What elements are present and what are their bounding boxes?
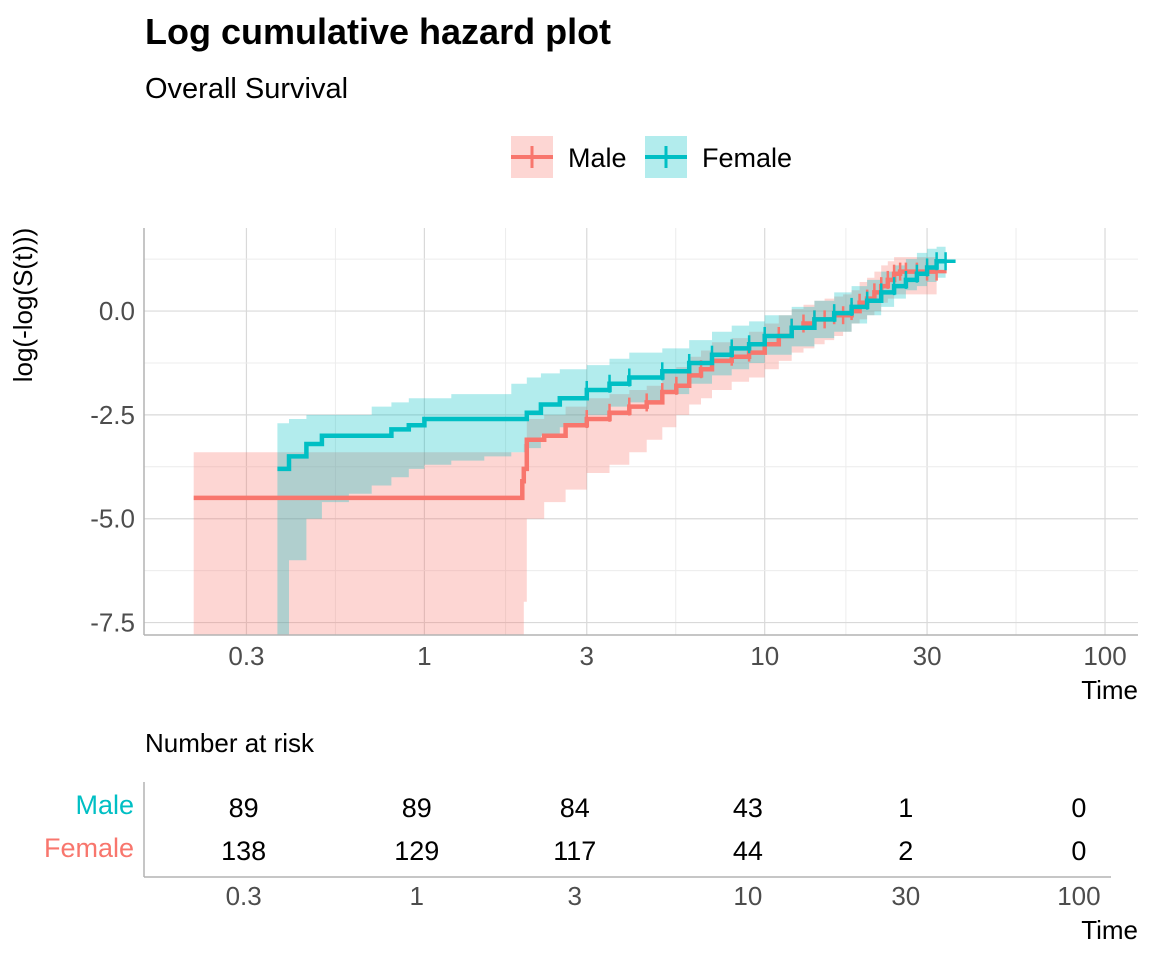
risk-x-tick-label: 100	[1057, 881, 1100, 911]
risk-value-female: 2	[898, 836, 913, 866]
x-tick-label: 1	[417, 641, 431, 671]
x-tick-labels: 0.3 1 3 10 30 100	[228, 641, 1126, 671]
legend-label-female: Female	[702, 143, 792, 173]
x-tick-label: 3	[580, 641, 594, 671]
risk-x-tick-label: 1	[410, 881, 424, 911]
legend: Male Female	[511, 136, 792, 178]
risk-value-female: 0	[1071, 836, 1086, 866]
y-tick-label: 0.0	[99, 296, 135, 326]
risk-value-male: 1	[898, 793, 913, 823]
y-tick-label: -7.5	[90, 608, 135, 638]
risk-x-tick-labels: 0.3 1 3 10 30 100	[226, 881, 1101, 911]
risk-value-female: 117	[553, 836, 596, 866]
y-tick-label: -2.5	[90, 400, 135, 430]
risk-value-male: 89	[402, 793, 432, 823]
axes	[143, 228, 1138, 636]
survival-lines	[193, 252, 956, 501]
x-tick-label: 100	[1083, 641, 1126, 671]
chart-subtitle: Overall Survival	[145, 73, 348, 105]
risk-x-tick-label: 30	[891, 881, 920, 911]
y-tick-label: -5.0	[90, 504, 135, 534]
risk-value-male: 84	[560, 793, 590, 823]
x-tick-label: 0.3	[228, 641, 264, 671]
risk-x-tick-label: 0.3	[226, 881, 262, 911]
x-tick-label: 10	[750, 641, 779, 671]
risk-row-label-female: Female	[44, 833, 134, 863]
risk-value-female: 129	[394, 836, 439, 866]
y-axis-title: log(-log(S(t)))	[8, 228, 38, 383]
risk-x-tick-label: 10	[733, 881, 762, 911]
x-tick-label: 30	[913, 641, 942, 671]
risk-value-male: 89	[229, 793, 259, 823]
y-tick-labels: -7.5 -5.0 -2.5 0.0	[90, 296, 135, 637]
grid	[144, 228, 1138, 635]
risk-values: 89 89 84 43 1 0 138 129 117 44 2 0	[221, 793, 1086, 866]
risk-row-label-male: Male	[75, 790, 134, 820]
risk-value-male: 43	[733, 793, 763, 823]
legend-key-female	[645, 136, 687, 178]
x-axis-title: Time	[1081, 675, 1138, 705]
legend-label-male: Male	[568, 143, 627, 173]
chart-title: Log cumulative hazard plot	[145, 11, 611, 52]
legend-key-male	[511, 136, 553, 178]
risk-value-male: 0	[1071, 793, 1086, 823]
risk-value-female: 44	[733, 836, 763, 866]
confidence-bands	[193, 246, 946, 635]
risk-x-tick-label: 3	[567, 881, 581, 911]
risk-table-x-title: Time	[1081, 915, 1138, 945]
risk-value-female: 138	[221, 836, 266, 866]
risk-table-title: Number at risk	[145, 728, 315, 758]
